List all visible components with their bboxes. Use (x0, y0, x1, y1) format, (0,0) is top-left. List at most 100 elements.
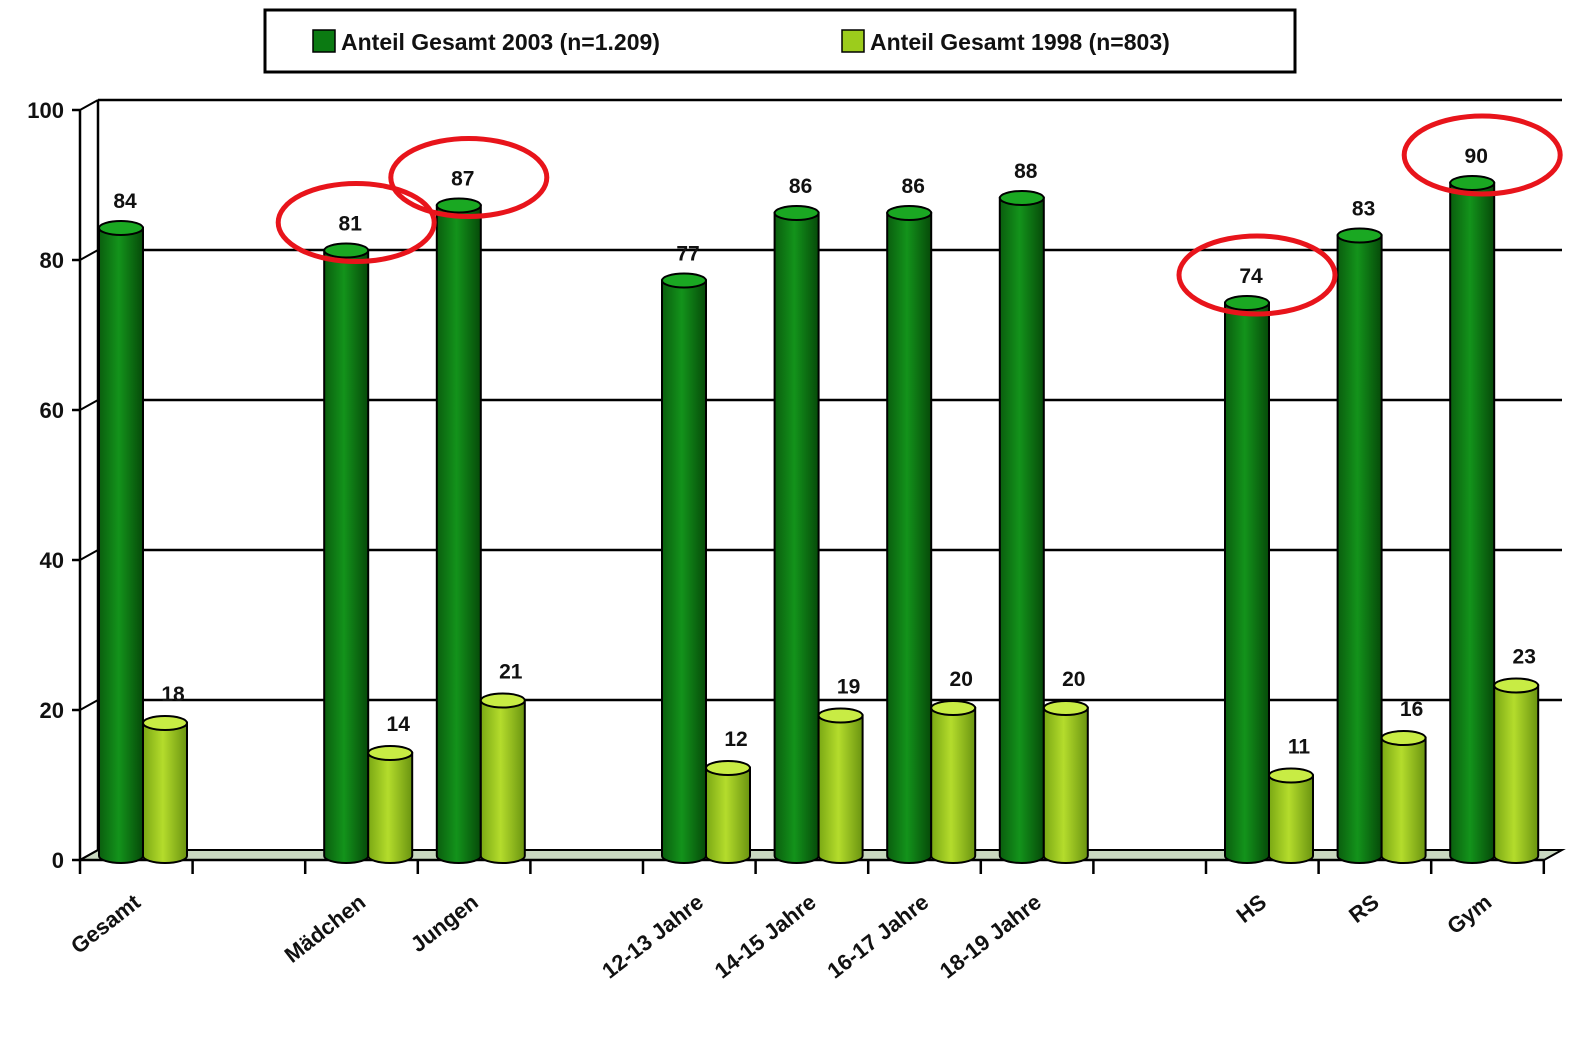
y-tick-connector (79, 249, 99, 261)
y-tick-connector (79, 549, 99, 561)
legend-swatch-1998 (841, 29, 865, 53)
bar-body (98, 227, 144, 864)
category-label: 12-13 Jahre (597, 889, 708, 983)
highlight-circle (1401, 113, 1563, 197)
category-label: 14-15 Jahre (710, 889, 821, 983)
value-labels: 84 18 81 14 87 21 77 12 86 19 86 20 88 20 74 11 83 16 90 23 (113, 145, 1536, 759)
bar-body (1449, 182, 1496, 864)
bar-body (998, 197, 1045, 864)
category-label: 16-17 Jahre (822, 889, 933, 983)
value-label-2003: 86 (902, 175, 925, 198)
bar-1998 (930, 700, 977, 864)
bar-top (435, 197, 482, 214)
bar-top (323, 242, 370, 259)
bar-top (479, 692, 526, 709)
value-label-1998: 20 (1062, 668, 1085, 691)
bar-1998 (705, 760, 751, 864)
bar-1998 (817, 707, 864, 864)
y-tick-label: 100 (27, 98, 64, 123)
bar-1998 (1042, 700, 1089, 864)
bar-2003 (1449, 175, 1496, 864)
category-label: Mädchen (280, 889, 371, 967)
value-label-1998: 19 (837, 676, 860, 699)
bar-body (367, 752, 414, 864)
bar-top (1042, 700, 1089, 716)
bar-1998 (142, 715, 188, 864)
bar-top (886, 205, 933, 221)
bar-body (142, 722, 188, 864)
bars (98, 175, 1540, 864)
x-axis-ticks (78, 860, 1546, 874)
bar-top (1449, 175, 1496, 191)
bar-top (1493, 677, 1540, 694)
highlight-circle (388, 136, 550, 219)
category-label: 18-19 Jahre (935, 889, 1046, 983)
bar-top (142, 715, 188, 731)
bar-1998 (1493, 677, 1540, 864)
bar-body (773, 212, 820, 864)
bar-body (1380, 737, 1427, 864)
value-label-2003: 86 (789, 175, 812, 198)
bar-2003 (886, 205, 933, 864)
bar-2003 (1224, 295, 1270, 864)
category-labels: Gesamt Mädchen Jungen 12-13 Jahre 14-15 Jahr… (66, 889, 1496, 984)
bar-top (705, 760, 751, 776)
legend-frame (263, 8, 1297, 74)
bar-body (1336, 234, 1383, 864)
category-label: Gym (1442, 889, 1496, 939)
bar-body (1224, 302, 1270, 864)
bar-top (998, 190, 1045, 206)
bar-top (930, 700, 977, 716)
y-tick-connector (79, 849, 99, 861)
y-tick-label: 0 (52, 848, 64, 873)
highlight-circle (275, 181, 437, 264)
legend: Anteil Gesamt 2003 (n=1.209) Anteil Gesa… (263, 8, 1297, 74)
highlight-circle (1176, 233, 1338, 317)
value-label-2003: 74 (1239, 265, 1263, 288)
value-label-1998: 18 (161, 683, 185, 706)
y-tick-label: 40 (40, 548, 64, 573)
value-label-2003: 81 (339, 213, 363, 236)
value-label-2003: 90 (1465, 145, 1488, 168)
bar-2003 (998, 190, 1045, 864)
y-tick-label: 60 (40, 398, 64, 423)
legend-swatch-2003 (312, 29, 336, 53)
legend-label-1998: Anteil Gesamt 1998 (n=803) (870, 29, 1170, 55)
bar-1998 (1380, 730, 1427, 864)
bar-body (930, 707, 977, 864)
legend-label-2003: Anteil Gesamt 2003 (n=1.209) (341, 29, 660, 55)
y-axis-ticks: 0 20 40 60 80 100 (27, 98, 99, 873)
bar-1998 (1268, 767, 1314, 864)
value-label-1998: 16 (1400, 698, 1423, 721)
value-label-1998: 12 (724, 728, 747, 751)
value-label-2003: 87 (451, 168, 474, 191)
bar-body (886, 212, 933, 864)
value-label-1998: 11 (1288, 736, 1311, 759)
y-tick-connector (79, 399, 99, 411)
bar-top (773, 205, 820, 221)
bar-body (1042, 707, 1089, 864)
bar-2003 (1336, 227, 1383, 864)
bar-top (1224, 295, 1270, 311)
bar-body (661, 279, 707, 864)
bar-top (1268, 767, 1314, 784)
bar-top (1380, 730, 1427, 746)
bar-body (817, 714, 864, 864)
y-tick-label: 20 (40, 698, 64, 723)
highlight-circles (275, 113, 1563, 317)
bar-body (705, 767, 751, 864)
value-label-1998: 14 (387, 713, 411, 736)
value-label-1998: 20 (950, 668, 973, 691)
bar-1998 (367, 745, 414, 864)
bar-top (367, 745, 414, 761)
bar-body (1493, 684, 1540, 864)
bar-body (479, 699, 526, 864)
category-label: RS (1344, 889, 1383, 928)
y-tick-connector (79, 99, 99, 111)
category-label: HS (1232, 889, 1271, 928)
y-tick-connector (79, 699, 99, 711)
bar-2003 (435, 197, 482, 864)
bar-body (1268, 774, 1314, 864)
value-label-1998: 23 (1513, 646, 1536, 669)
